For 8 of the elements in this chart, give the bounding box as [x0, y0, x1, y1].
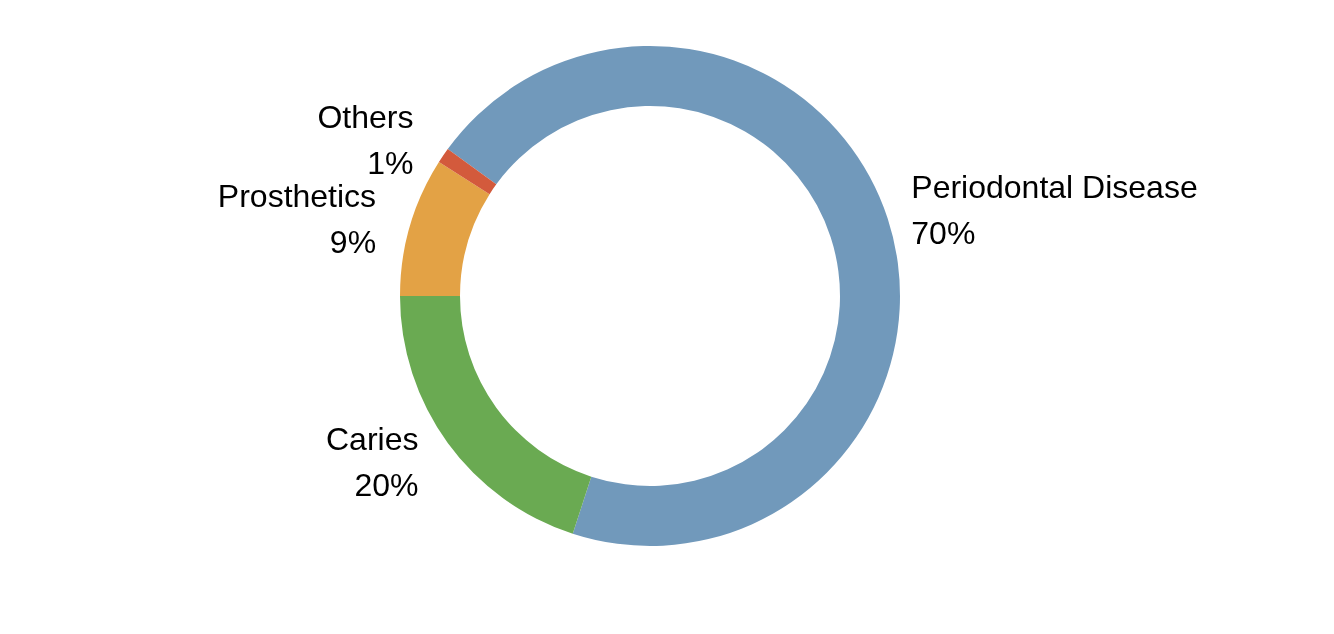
slice-label: Periodontal Disease — [911, 169, 1198, 206]
data-label: 70% — [911, 215, 976, 252]
slice-label: Caries — [326, 420, 419, 457]
slice-label: Others — [317, 98, 414, 135]
data-label: 9% — [329, 223, 377, 260]
donut-slice — [447, 46, 900, 546]
data-label: 20% — [354, 466, 419, 503]
donut-slice — [438, 149, 497, 195]
